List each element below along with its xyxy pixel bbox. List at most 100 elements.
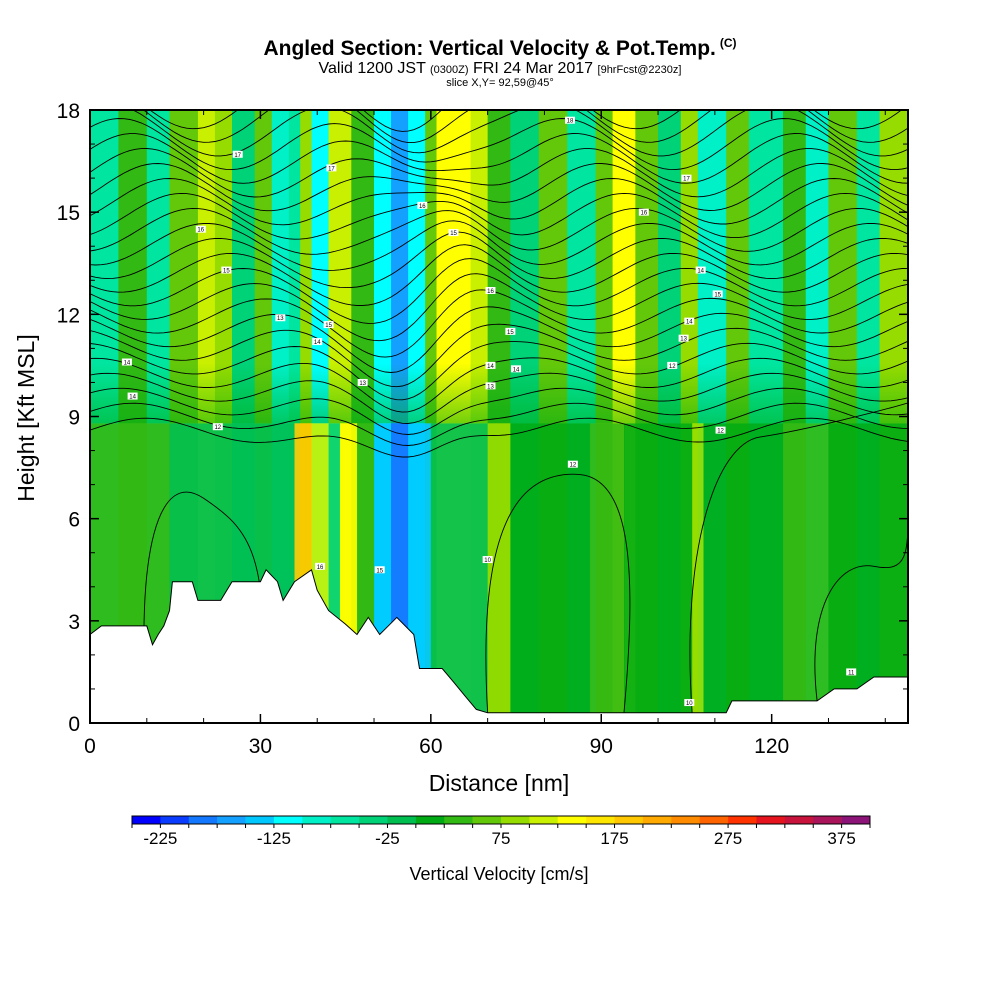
colorbar-swatch	[444, 816, 473, 824]
contour-label: 11	[846, 668, 857, 676]
svg-text:12: 12	[669, 364, 676, 370]
contour-label: 10	[482, 556, 493, 564]
colorbar-swatch	[642, 816, 672, 824]
colorbar-swatch	[728, 816, 757, 824]
theta-contour-line	[90, 192, 908, 240]
svg-text:12: 12	[570, 463, 577, 469]
svg-text:15: 15	[450, 231, 457, 237]
low-level-band	[589, 423, 625, 723]
contour-label: 14	[312, 338, 323, 346]
low-level-band	[510, 423, 591, 723]
svg-text:12: 12	[717, 429, 724, 435]
svg-text:15: 15	[714, 292, 721, 298]
svg-text:17: 17	[234, 153, 241, 159]
x-tick-label: 90	[590, 735, 613, 758]
valid-date: FRI 24 Mar 2017	[473, 60, 594, 77]
low-level-band	[328, 423, 341, 723]
svg-text:16: 16	[641, 211, 648, 217]
low-level-band	[783, 423, 829, 723]
colorbar-swatch	[671, 816, 700, 824]
colorbar-tick-label: 175	[600, 829, 628, 848]
svg-text:14: 14	[697, 269, 704, 275]
low-level-band	[692, 423, 704, 723]
contour-label: 14	[511, 365, 522, 373]
contour-label: 14	[121, 358, 132, 367]
theta-contour-line	[90, 133, 908, 184]
x-tick-label: 120	[754, 735, 789, 758]
low-level-band	[487, 423, 511, 723]
theta-contour-line	[814, 508, 908, 701]
contour-label: 15	[448, 229, 459, 237]
contour-label: 15	[221, 266, 232, 275]
slice-info: slice X,Y= 92,59@45°	[446, 77, 554, 89]
colorbar-swatch	[813, 816, 842, 824]
theta-contour-line	[149, 110, 903, 132]
contour-label: 15	[323, 321, 334, 329]
colorbar-swatch	[415, 816, 445, 824]
colorbar-tick-label: -225	[143, 829, 177, 848]
terrain-mask	[90, 568, 908, 723]
svg-text:13: 13	[680, 337, 687, 343]
colorbar: -225 -125 -25 75 175 275 375	[131, 815, 871, 848]
theta-contour-line	[131, 110, 908, 157]
svg-text:14: 14	[686, 320, 693, 326]
contour-label: 15	[712, 290, 723, 298]
contour-label: 16	[638, 208, 649, 217]
colorbar-swatch	[699, 816, 729, 824]
colorbar-tick-label: -25	[375, 829, 400, 848]
theta-contour-line	[90, 387, 908, 435]
colorbar-swatch	[273, 816, 303, 824]
low-level-band	[703, 423, 784, 723]
x-tick-label: 30	[249, 735, 272, 758]
theta-contour-line	[90, 178, 908, 226]
theta-contour-line	[90, 402, 908, 446]
theta-contour-line	[90, 372, 908, 424]
colorbar-swatch	[472, 816, 502, 824]
low-level-band	[828, 423, 908, 723]
contour-label: 18	[565, 116, 576, 125]
svg-text:18: 18	[567, 119, 574, 125]
theta-contour-line	[90, 273, 908, 342]
x-tick-label: 60	[419, 735, 442, 758]
y-tick-label: 18	[57, 100, 80, 123]
contour-label: 10	[684, 699, 695, 707]
contour-label: 13	[275, 314, 286, 322]
svg-text:16: 16	[317, 565, 324, 571]
colorbar-tick-label: 75	[492, 829, 511, 848]
colorbar-swatch	[330, 816, 360, 824]
svg-text:15: 15	[325, 323, 332, 329]
contour-label: 17	[681, 174, 692, 183]
theta-contours	[90, 110, 908, 713]
theta-contour-line	[90, 244, 908, 306]
colorbar-swatch	[614, 816, 644, 824]
title-unit: (C)	[719, 36, 737, 50]
theta-contour-line	[90, 231, 908, 289]
colorbar-swatch	[217, 816, 246, 824]
colorbar-label: Vertical Velocity [cm/s]	[409, 864, 588, 884]
svg-text:14: 14	[129, 395, 136, 401]
theta-contour-line	[90, 323, 908, 388]
y-tick-label: 6	[68, 509, 80, 532]
title-text: Angled Section: Vertical Velocity & Pot.…	[263, 37, 716, 60]
colorbar-swatch	[188, 816, 218, 824]
svg-text:17: 17	[328, 166, 335, 172]
valid-zulu: (0300Z)	[430, 64, 469, 76]
contour-label: 16	[485, 286, 496, 295]
theta-contour-line	[90, 118, 908, 171]
svg-text:10: 10	[484, 558, 491, 564]
contour-label: 14	[695, 266, 706, 275]
svg-text:14: 14	[487, 364, 494, 370]
colorbar-swatch	[529, 816, 559, 824]
colorbar-swatch	[557, 816, 587, 824]
colorbar-swatch	[359, 816, 388, 824]
contour-label: 14	[485, 361, 496, 370]
colorbar-tick-label: -125	[257, 829, 291, 848]
contour-label: 16	[315, 562, 326, 571]
y-tick-label: 3	[68, 611, 80, 634]
svg-text:16: 16	[197, 228, 204, 234]
theta-contour-line	[90, 207, 908, 255]
theta-contour-line	[90, 417, 908, 458]
colorbar-tick-label: 375	[827, 829, 855, 848]
contour-label: 17	[326, 164, 337, 172]
